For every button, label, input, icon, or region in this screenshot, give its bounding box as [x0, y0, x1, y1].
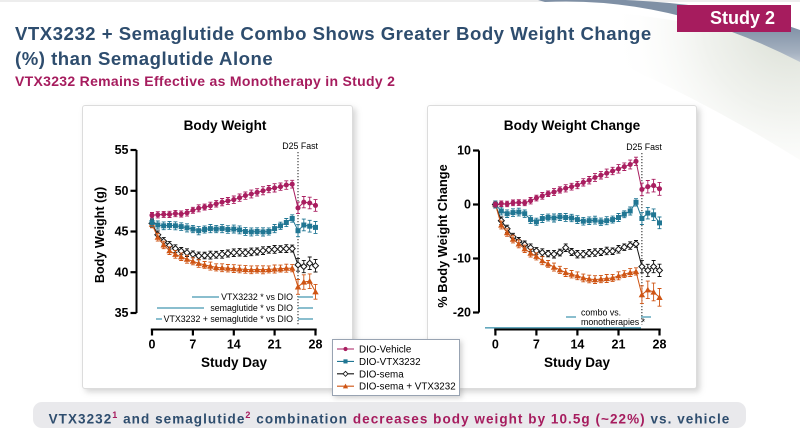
svg-text:35: 35	[115, 306, 129, 320]
svg-text:21: 21	[268, 338, 282, 352]
svg-text:28: 28	[653, 338, 667, 352]
svg-text:semaglutide * vs DIO: semaglutide * vs DIO	[210, 303, 293, 313]
svg-text:0: 0	[464, 198, 471, 212]
svg-text:DIO-VTX3232: DIO-VTX3232	[359, 357, 421, 368]
svg-text:Study Day: Study Day	[544, 355, 611, 370]
svg-text:28: 28	[309, 338, 323, 352]
svg-text:-20: -20	[453, 306, 471, 320]
svg-text:Body Weight: Body Weight	[184, 118, 267, 133]
svg-text:14: 14	[570, 338, 584, 352]
svg-text:10: 10	[457, 144, 471, 158]
svg-text:DIO-Vehicle: DIO-Vehicle	[359, 345, 412, 356]
svg-text:40: 40	[115, 265, 129, 279]
svg-text:VTX3232 + semaglutide * vs DIO: VTX3232 + semaglutide * vs DIO	[164, 314, 293, 324]
svg-text:7: 7	[189, 338, 196, 352]
svg-text:monotherapies *: monotherapies *	[581, 317, 646, 327]
svg-text:55: 55	[115, 143, 129, 157]
svg-text:-10: -10	[453, 252, 471, 266]
svg-text:21: 21	[612, 338, 626, 352]
svg-text:14: 14	[227, 338, 241, 352]
svg-text:combo vs.: combo vs.	[581, 308, 621, 318]
svg-text:0: 0	[492, 338, 499, 352]
svg-text:45: 45	[115, 225, 129, 239]
svg-text:D25 Fast: D25 Fast	[282, 141, 318, 151]
svg-text:D25 Fast: D25 Fast	[626, 142, 662, 152]
svg-text:Study Day: Study Day	[201, 355, 268, 370]
svg-text:DIO-sema: DIO-sema	[359, 369, 404, 380]
svg-text:VTX3232 * vs DIO: VTX3232 * vs DIO	[221, 292, 293, 302]
svg-text:0: 0	[149, 338, 156, 352]
svg-text:Body Weight Change: Body Weight Change	[504, 118, 641, 133]
svg-text:7: 7	[533, 338, 540, 352]
svg-text:Body Weight (g): Body Weight (g)	[93, 187, 107, 283]
svg-text:DIO-sema + VTX3232: DIO-sema + VTX3232	[359, 382, 456, 393]
svg-text:% Body Weight Change: % Body Weight Change	[435, 164, 450, 307]
svg-text:50: 50	[115, 184, 129, 198]
